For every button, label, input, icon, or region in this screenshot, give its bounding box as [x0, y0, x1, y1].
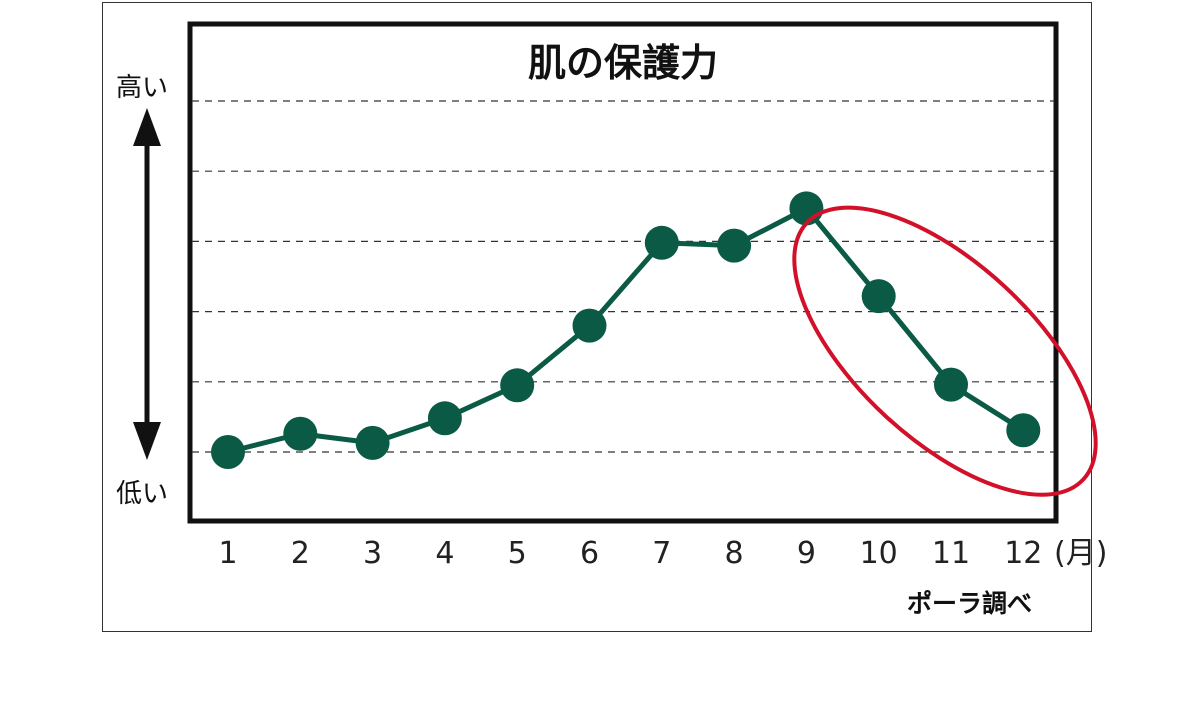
x-tick-label: 7: [652, 536, 671, 571]
x-tick-label: 2: [291, 536, 310, 571]
x-tick-label: 11: [932, 536, 970, 571]
data-point: [1006, 413, 1041, 448]
data-point: [427, 401, 462, 436]
data-point: [283, 416, 318, 451]
series-layer: [211, 191, 1041, 469]
data-point: [355, 425, 390, 460]
y-low-label: 低い: [116, 479, 168, 509]
x-tick-label: 9: [797, 536, 816, 571]
series-line: [227, 205, 1025, 455]
x-tick-label: 10: [860, 536, 898, 571]
data-point: [572, 308, 607, 343]
data-point: [211, 435, 245, 469]
data-point: [500, 368, 535, 403]
arrow-up-icon: [133, 108, 161, 146]
x-unit-label: (月): [1054, 536, 1107, 571]
gridlines: [192, 100, 1054, 453]
x-tick-label: 1: [218, 536, 237, 571]
chart-frame: [102, 2, 1092, 632]
source-label: ポーラ調べ: [907, 589, 1032, 618]
plot-area-border: [187, 21, 1059, 524]
chart-title: 肌の保護力: [528, 41, 718, 85]
y-direction-arrow: [133, 108, 161, 460]
x-tick-label: 8: [725, 536, 744, 571]
x-tick-label: 12: [1004, 536, 1042, 571]
data-point: [861, 279, 896, 314]
data-point: [717, 228, 752, 263]
arrow-down-icon: [133, 422, 161, 460]
data-point: [789, 191, 824, 226]
x-tick-labels: 1 2 3 4 5 6 7 8 9 10 11 12: [218, 536, 1042, 571]
x-tick-label: 3: [363, 536, 382, 571]
x-tick-label: 4: [435, 536, 454, 571]
x-tick-label: 5: [508, 536, 527, 571]
highlight-ellipse: [792, 205, 1098, 497]
highlight-layer: [792, 205, 1098, 497]
y-high-label: 高い: [116, 73, 168, 103]
data-point: [934, 367, 968, 402]
data-point: [644, 225, 679, 260]
x-tick-label: 6: [580, 536, 599, 571]
